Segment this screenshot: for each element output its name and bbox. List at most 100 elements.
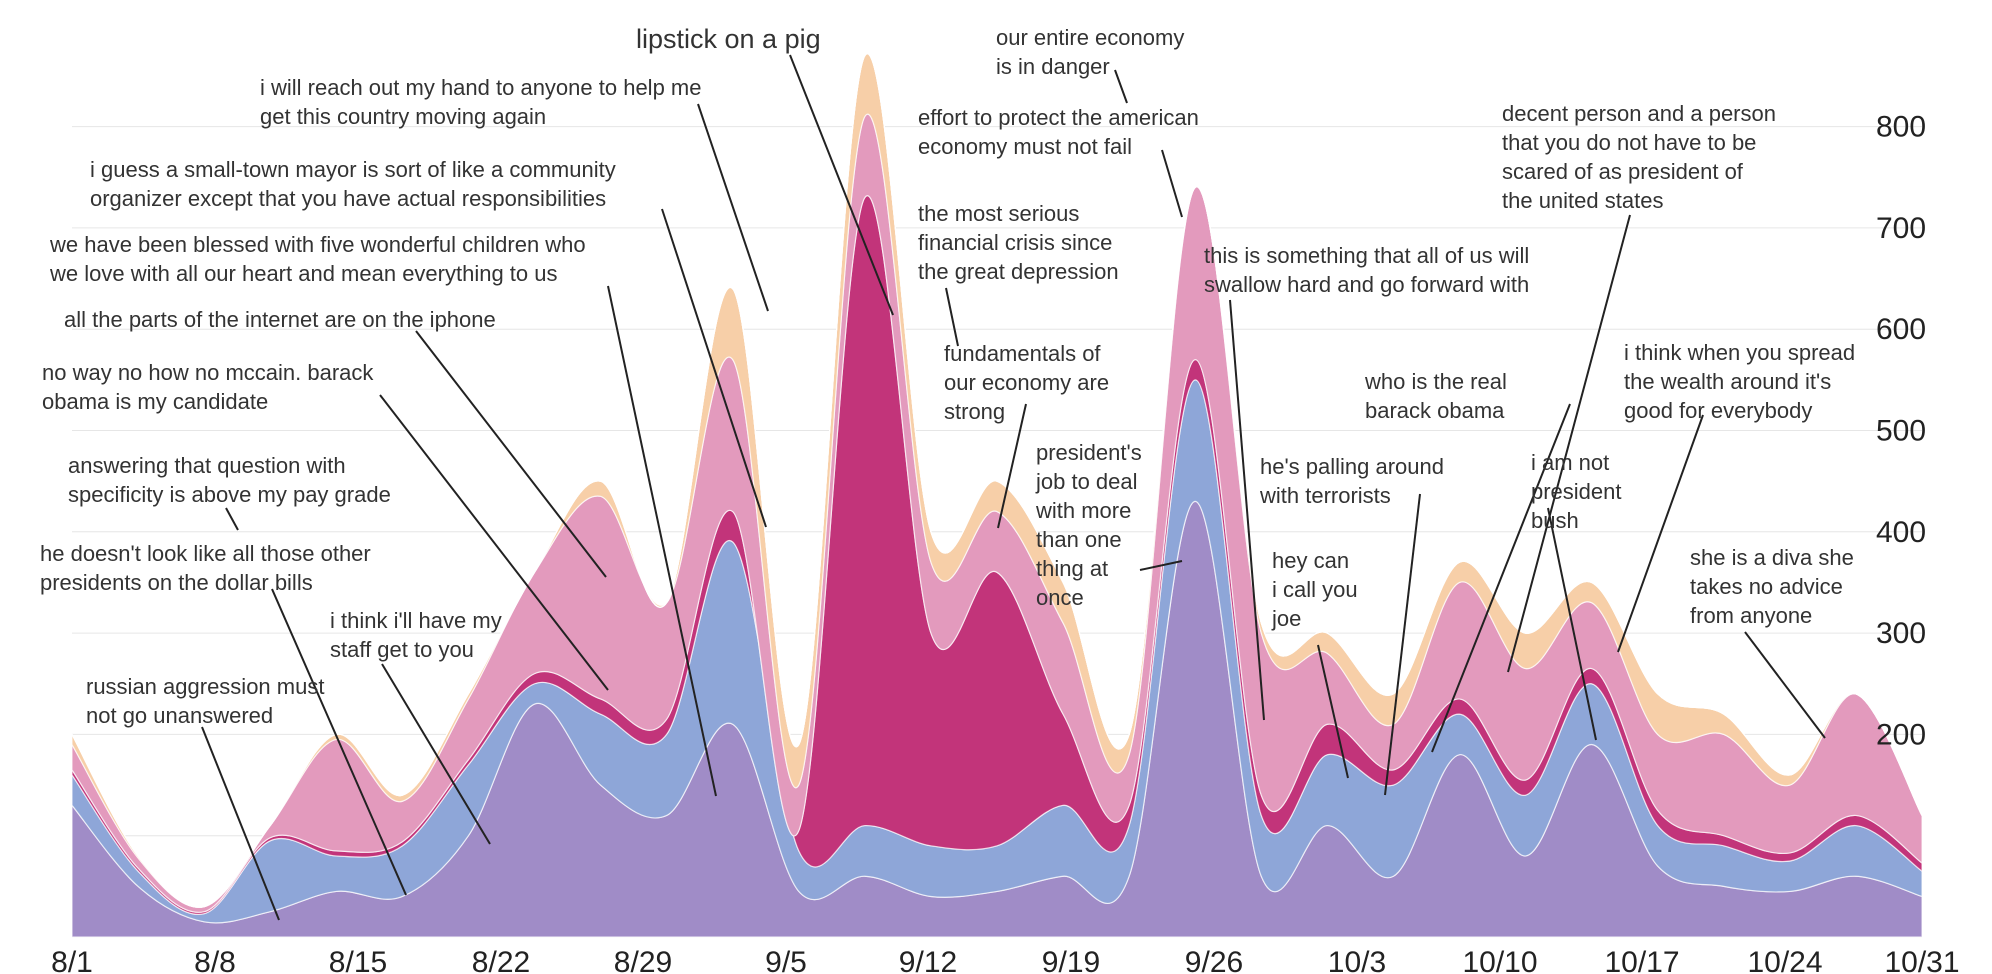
annotation-text: this is something that all of us will <box>1204 243 1529 268</box>
y-tick-label: 300 <box>1876 617 1926 650</box>
annotation-text: economy must not fail <box>918 134 1132 159</box>
quote-annotation: this is something that all of us will swa… <box>1204 243 1529 721</box>
quote-annotation: who is the real barack obama <box>1364 369 1571 753</box>
annotation-text: the most serious <box>918 201 1079 226</box>
annotation-text: decent person and a person <box>1502 101 1776 126</box>
annotation-text: all the parts of the internet are on the… <box>64 307 496 332</box>
annotation-text: good for everybody <box>1624 398 1812 423</box>
x-tick-label: 8/15 <box>329 946 387 974</box>
quote-annotation: she is a diva she takes no advice from any… <box>1690 545 1854 739</box>
quote-annotation: he doesn't look like all those other pres… <box>40 541 407 896</box>
quote-annotation: i think i'll have my staff get to you <box>330 608 502 845</box>
x-tick-label: 10/31 <box>1884 946 1959 974</box>
annotation-text: lipstick on a pig <box>636 24 821 54</box>
annotation-text: i will reach out my hand to anyone to he… <box>260 75 701 100</box>
y-tick-label: 200 <box>1876 718 1926 751</box>
x-axis: 8/1 8/8 8/15 8/22 8/29 9/5 9/12 9/19 9/26 10/3 10/… <box>51 946 1959 974</box>
quote-annotation: we have been blessed with five wonderful… <box>49 232 717 797</box>
annotation-text: with more <box>1035 498 1131 523</box>
quote-annotation: hey can i call you joe <box>1271 548 1358 779</box>
annotation-text: barack obama <box>1365 398 1505 423</box>
annotation-leader-line <box>607 285 717 797</box>
annotation-leader-line <box>661 208 767 528</box>
annotation-text: joe <box>1271 606 1301 631</box>
annotation-text: we have been blessed with five wonderful… <box>49 232 586 257</box>
annotation-text: president's <box>1036 440 1142 465</box>
x-tick-label: 10/3 <box>1328 946 1386 974</box>
annotation-text: that you do not have to be <box>1502 130 1756 155</box>
annotation-text: fundamentals of <box>944 341 1101 366</box>
quote-annotation: answering that question with specificity … <box>68 453 391 531</box>
x-tick-label: 10/10 <box>1462 946 1537 974</box>
x-tick-label: 8/22 <box>472 946 530 974</box>
annotation-leader-line <box>1617 414 1704 653</box>
annotation-text: the wealth around it's <box>1624 369 1831 394</box>
annotation-text: strong <box>944 399 1005 424</box>
quote-annotations: lipstick on a pig our entire economy is in… <box>40 24 1855 921</box>
annotation-text: scared of as president of <box>1502 159 1744 184</box>
x-tick-label: 8/8 <box>194 946 236 974</box>
annotation-text: she is a diva she <box>1690 545 1854 570</box>
annotation-text: get this country moving again <box>260 104 546 129</box>
x-tick-label: 8/1 <box>51 946 93 974</box>
annotation-leader-line <box>1139 560 1183 571</box>
quote-annotation: he's palling around with terrorists <box>1259 454 1444 796</box>
annotation-text: who is the real <box>1364 369 1507 394</box>
annotation-text: presidents on the dollar bills <box>40 570 313 595</box>
y-tick-label: 500 <box>1876 415 1926 448</box>
x-tick-label: 9/5 <box>765 946 807 974</box>
annotation-text: russian aggression must <box>86 674 324 699</box>
annotation-text: no way no how no mccain. barack <box>42 360 374 385</box>
annotation-text: our economy are <box>944 370 1109 395</box>
annotation-text: than one <box>1036 527 1122 552</box>
annotation-leader-line <box>201 726 280 921</box>
x-tick-label: 9/12 <box>899 946 957 974</box>
annotation-text: he doesn't look like all those other <box>40 541 371 566</box>
annotation-leader-line <box>997 403 1027 529</box>
x-tick-label: 10/24 <box>1747 946 1822 974</box>
annotation-text: not go unanswered <box>86 703 273 728</box>
stream-layer <box>71 53 1923 908</box>
annotation-text: i am not <box>1531 450 1609 475</box>
annotation-leader-line <box>697 103 769 312</box>
quote-annotation: decent person and a person that you do no… <box>1502 101 1776 673</box>
annotation-text: the united states <box>1502 188 1663 213</box>
quote-annotation: i guess a small-town mayor is sort of li… <box>90 157 767 528</box>
quote-annotation: i am not president bush <box>1531 450 1622 741</box>
quote-annotation: the most serious financial crisis since th… <box>918 201 1119 347</box>
annotation-text: effort to protect the american <box>918 105 1199 130</box>
annotation-text: hey can <box>1272 548 1349 573</box>
quote-annotation: lipstick on a pig <box>636 24 894 316</box>
annotation-leader-line <box>1317 644 1349 779</box>
quote-annotation: i think when you spread the wealth around… <box>1617 340 1855 653</box>
annotation-leader-line <box>271 588 407 896</box>
annotation-text: we love with all our heart and mean ever… <box>49 261 558 286</box>
quote-annotation: russian aggression must not go unanswered <box>86 674 324 921</box>
annotation-text: swallow hard and go forward with <box>1204 272 1529 297</box>
annotation-leader-line <box>1507 214 1631 673</box>
annotation-text: once <box>1036 585 1084 610</box>
quote-annotation: i will reach out my hand to anyone to he… <box>260 75 769 312</box>
annotation-leader-line <box>945 287 959 347</box>
annotation-text: thing at <box>1036 556 1108 581</box>
y-tick-label: 800 <box>1876 111 1926 144</box>
annotation-leader-line <box>1431 403 1571 753</box>
annotation-leader-line <box>1384 493 1421 796</box>
annotation-text: the great depression <box>918 259 1119 284</box>
annotation-text: i think when you spread <box>1624 340 1855 365</box>
annotation-leader-line <box>379 394 609 691</box>
annotation-leader-line <box>1229 299 1265 721</box>
annotation-leader-line <box>1161 149 1183 218</box>
x-tick-label: 10/17 <box>1604 946 1679 974</box>
annotation-text: i call you <box>1272 577 1358 602</box>
annotation-text: obama is my candidate <box>42 389 268 414</box>
annotation-text: president <box>1531 479 1622 504</box>
annotation-text: our entire economy <box>996 25 1184 50</box>
annotation-text: i guess a small-town mayor is sort of li… <box>90 157 616 182</box>
annotation-leader-line <box>415 330 607 578</box>
annotation-text: staff get to you <box>330 637 474 662</box>
annotation-text: job to deal <box>1035 469 1138 494</box>
annotation-text: from anyone <box>1690 603 1812 628</box>
annotation-text: answering that question with <box>68 453 346 478</box>
